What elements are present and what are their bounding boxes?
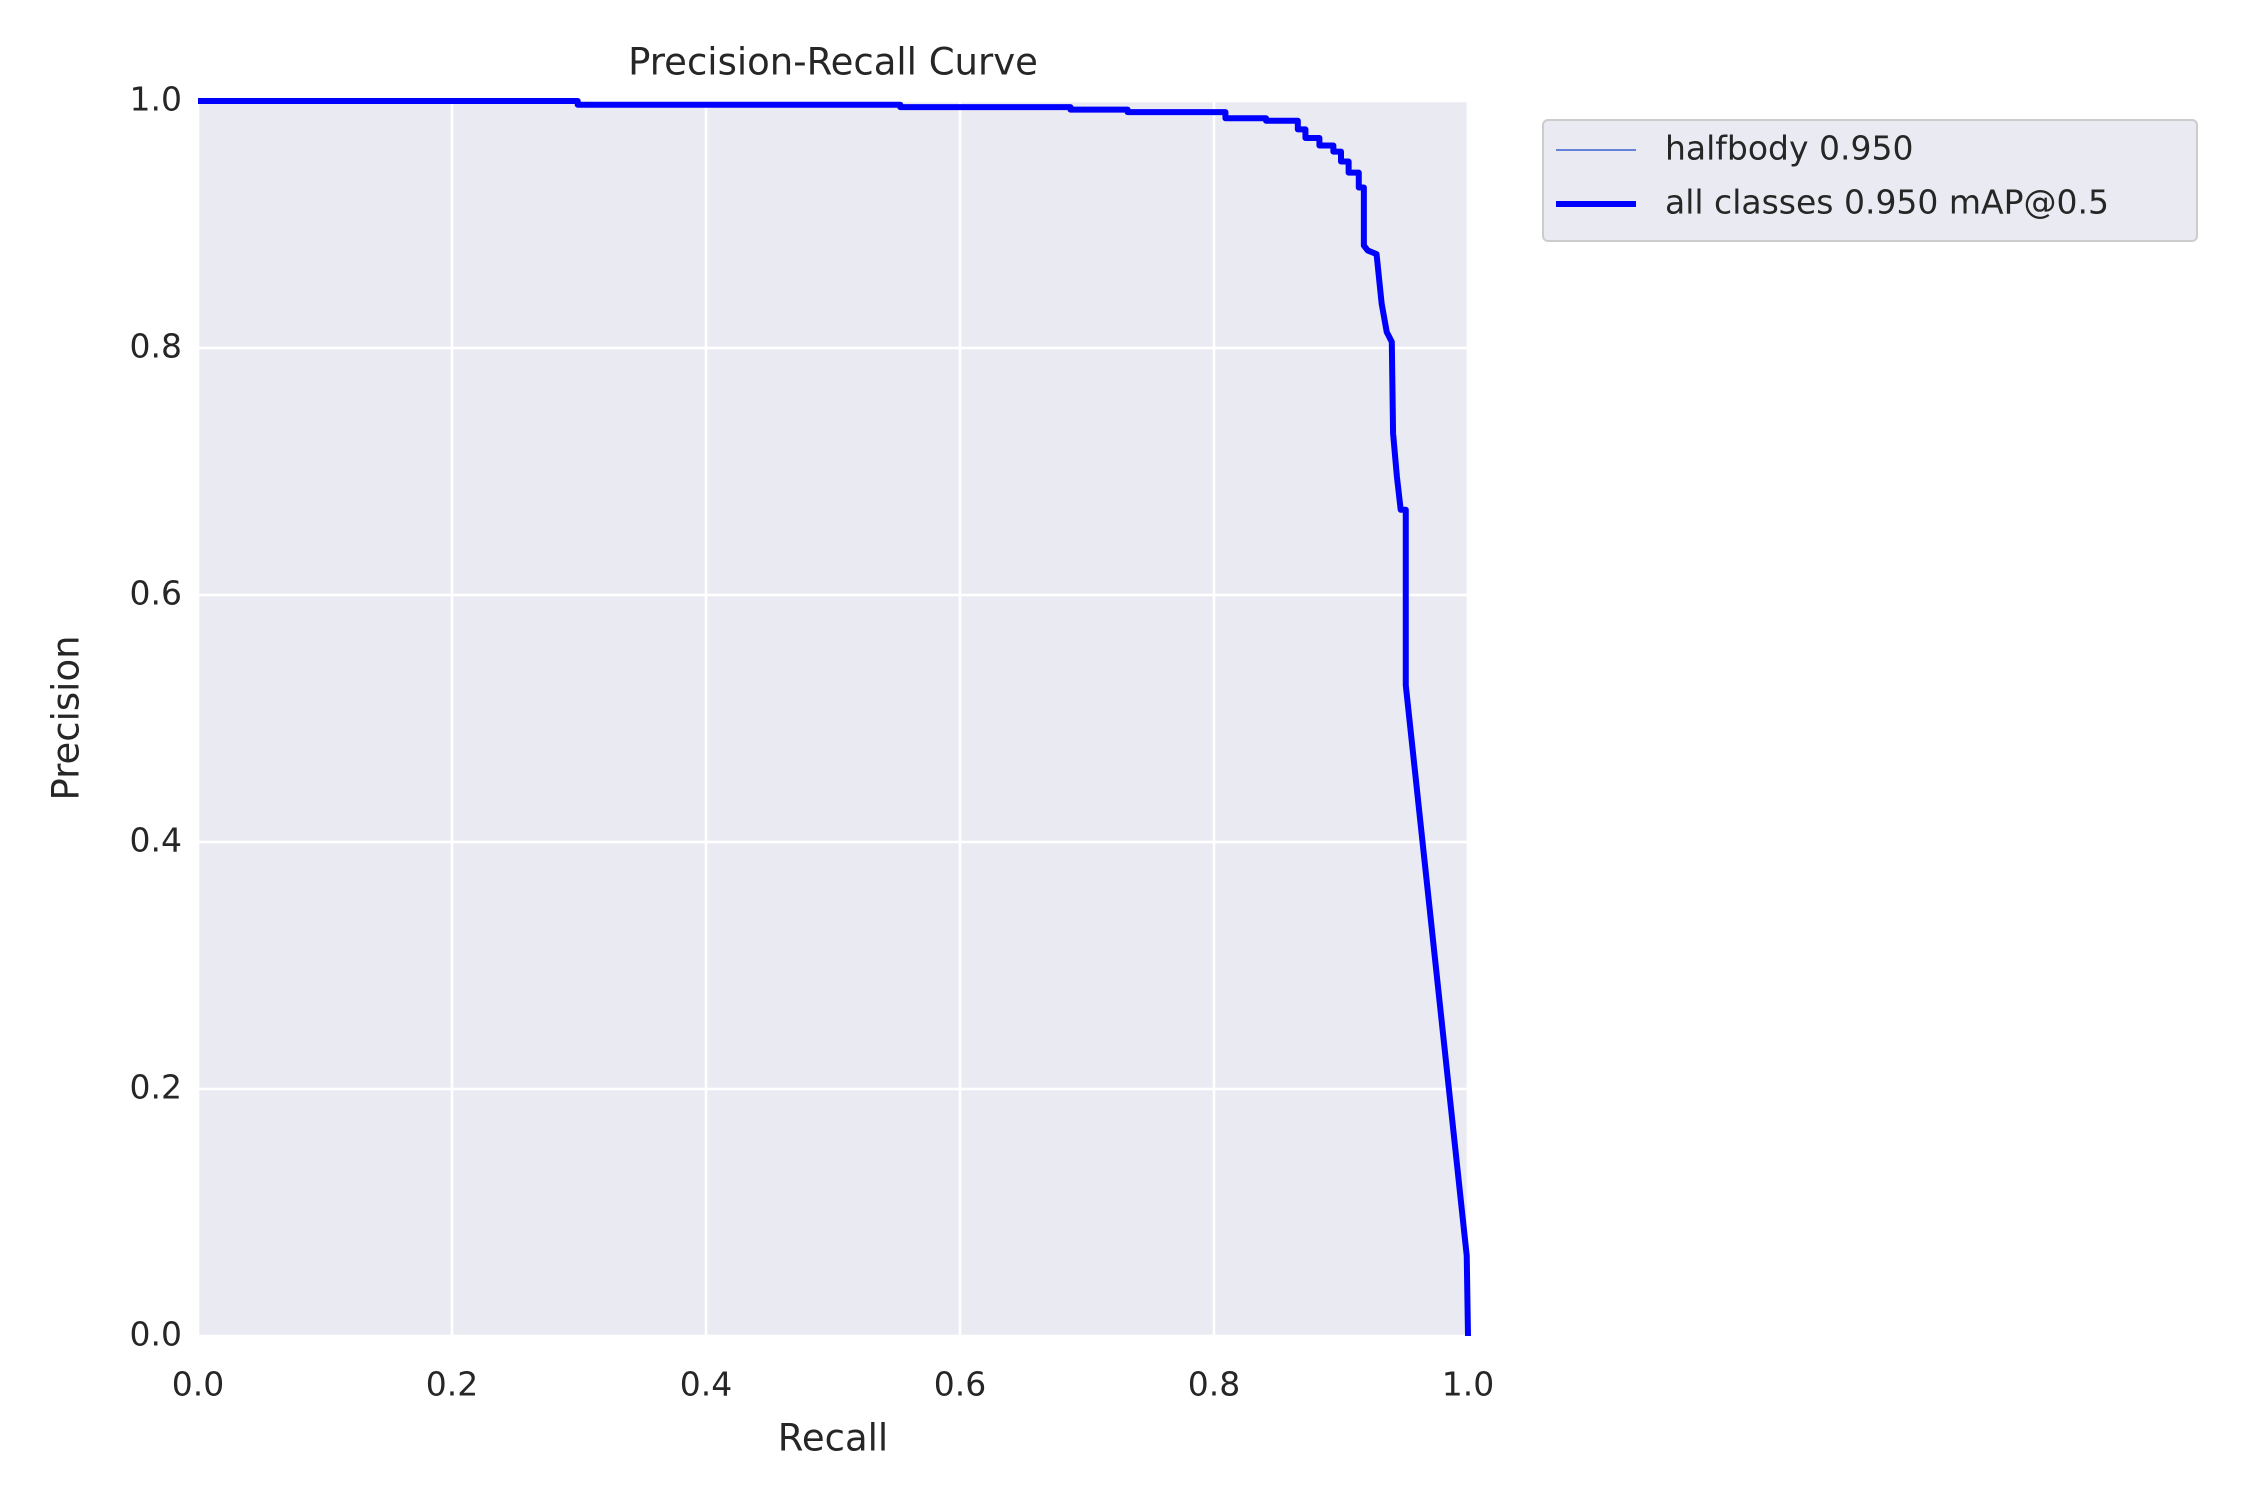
x-tick-label: 0.4 (680, 1365, 732, 1404)
legend-label: halfbody 0.950 (1665, 129, 1914, 168)
y-tick-label: 1.0 (130, 80, 182, 119)
y-tick-label: 0.0 (130, 1315, 182, 1354)
x-tick-label: 0.6 (934, 1365, 986, 1404)
x-tick-label: 0.8 (1188, 1365, 1240, 1404)
legend-box (1542, 119, 2198, 242)
legend-label: all classes 0.950 mAP@0.5 (1665, 183, 2109, 222)
y-tick-label: 0.8 (130, 327, 182, 366)
pr-curve (198, 98, 1471, 1337)
x-tick-label: 1.0 (1442, 1365, 1494, 1404)
x-axis-label: Recall (778, 1417, 888, 1460)
x-tick-label: 0.0 (172, 1365, 224, 1404)
y-tick-label: 0.2 (130, 1068, 182, 1107)
plot-area (198, 101, 1468, 1336)
y-tick-label: 0.4 (130, 821, 182, 860)
y-axis-label: Precision (45, 635, 88, 800)
y-tick-label: 0.6 (130, 574, 182, 613)
chart-title: Precision-Recall Curve (628, 41, 1038, 84)
x-tick-label: 0.2 (426, 1365, 478, 1404)
